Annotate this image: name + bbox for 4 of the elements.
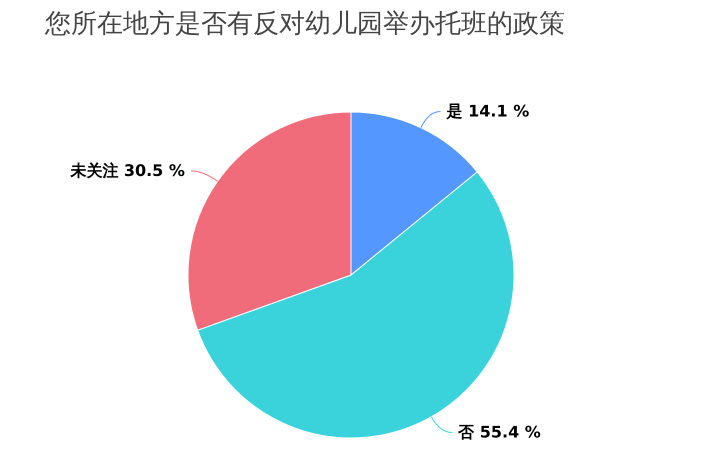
- slice-label: 是 14.1 %: [446, 101, 530, 120]
- slice-label: 未关注 30.5 %: [69, 160, 185, 180]
- slice-label: 否 55.4 %: [457, 422, 541, 442]
- chart-title: 您所在地方是否有反对幼儿园举办托班的政策: [45, 8, 565, 41]
